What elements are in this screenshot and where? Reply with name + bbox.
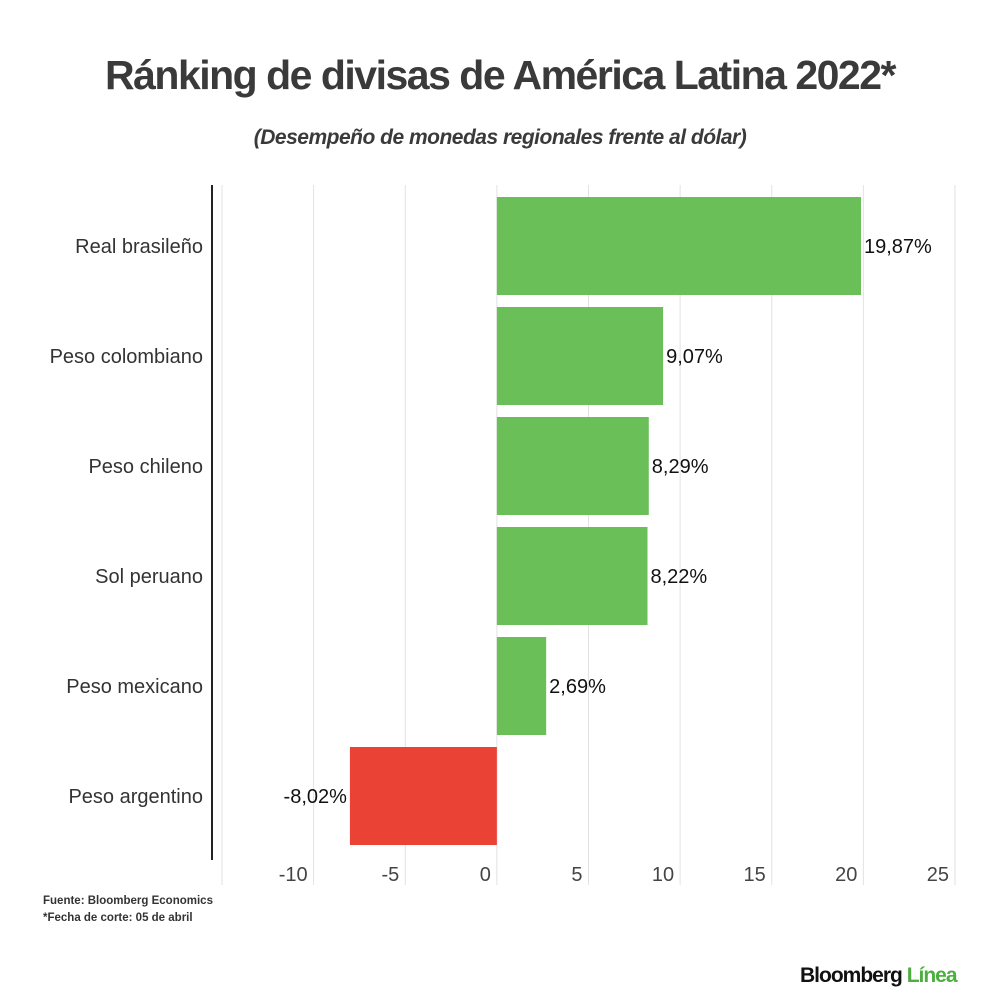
x-tick-label: -10 (279, 864, 308, 886)
bar (496, 637, 547, 735)
data-label: 8,29% (652, 456, 709, 478)
bar (496, 197, 861, 295)
data-label: 19,87% (864, 236, 932, 258)
x-tick-label: 15 (744, 864, 766, 886)
chart-title: Ránking de divisas de América Latina 202… (104, 52, 897, 98)
category-label: Peso argentino (68, 786, 203, 808)
logo-product: Línea (906, 964, 958, 987)
data-label: 2,69% (549, 676, 606, 698)
bloomberg-linea-logo: Bloomberg Línea (800, 964, 958, 988)
x-tick-label: 5 (571, 864, 582, 886)
source-note: Fuente: Bloomberg Economics (43, 895, 213, 907)
x-tick-label: 25 (927, 864, 949, 886)
category-label: Real brasileño (75, 236, 203, 258)
category-label: Sol peruano (95, 566, 203, 588)
x-tick-label: -5 (381, 864, 399, 886)
category-label: Peso chileno (88, 456, 203, 478)
bar (349, 747, 497, 845)
data-label: -8,02% (284, 786, 348, 808)
bar (496, 307, 664, 405)
cutoff-note: *Fecha de corte: 05 de abril (43, 912, 193, 924)
x-tick-label: 0 (480, 864, 491, 886)
bar (496, 417, 649, 515)
bar (496, 527, 648, 625)
x-tick-label: 10 (652, 864, 674, 886)
data-label: 8,22% (651, 566, 708, 588)
category-label: Peso mexicano (66, 676, 203, 698)
data-label: 9,07% (666, 346, 723, 368)
chart-subtitle: (Desempeño de monedas regionales frente … (253, 126, 747, 149)
logo-brand: Bloomberg (800, 964, 903, 987)
category-label: Peso colombiano (50, 346, 203, 368)
x-tick-label: 20 (835, 864, 857, 886)
